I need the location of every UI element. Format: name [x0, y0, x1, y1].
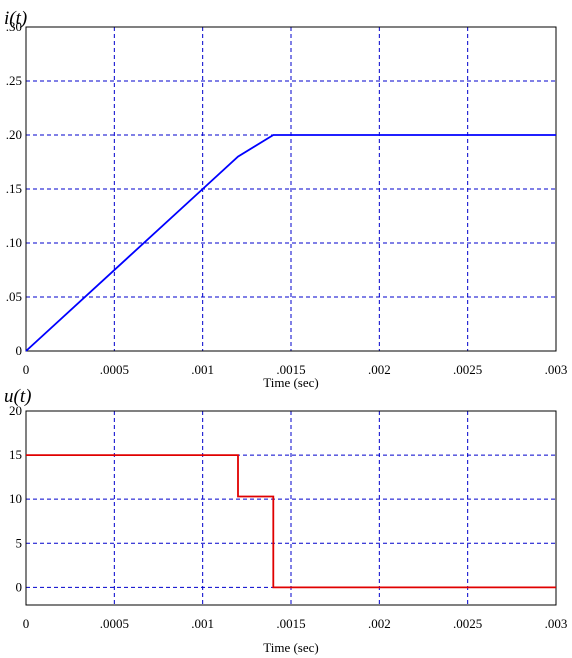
- y-tick-label: .10: [6, 235, 22, 250]
- plot-frame: [25, 410, 557, 606]
- y-tick-label: .20: [6, 127, 22, 142]
- series-line: [26, 454, 556, 589]
- y-tick-label: .15: [6, 181, 22, 196]
- x-tick-label: .0015: [276, 362, 305, 377]
- x-tick-label: .0025: [453, 362, 482, 377]
- x-tick-label: .001: [191, 616, 214, 631]
- x-tick-label: .0015: [276, 616, 305, 631]
- x-tick-label: .0025: [453, 616, 482, 631]
- y-tick-label: 0: [16, 343, 23, 358]
- y-tick-label: 5: [16, 535, 23, 550]
- y-tick-label: 10: [9, 491, 22, 506]
- plot-frame: [25, 26, 557, 352]
- x-tick-label: .002: [368, 616, 391, 631]
- x-tick-label: .0005: [100, 616, 129, 631]
- x-axis-label: Time (sec): [263, 375, 319, 390]
- plot-title: i(t): [4, 8, 27, 29]
- y-tick-label: 20: [9, 403, 22, 418]
- y-tick-label: .25: [6, 73, 22, 88]
- x-axis-label: Time (sec): [263, 640, 319, 655]
- y-tick-label: .30: [6, 19, 22, 34]
- x-tick-label: 0: [23, 362, 30, 377]
- plot-u-t: 0 .0005 .001 .0015 .002 .0025 .003 0 5 10 15 20 Time…: [4, 386, 567, 655]
- y-tick-label: .05: [6, 289, 22, 304]
- x-tick-label: .003: [545, 362, 568, 377]
- y-tick-label: 15: [9, 447, 22, 462]
- y-tick-label: 0: [16, 579, 23, 594]
- plot-title: u(t): [4, 386, 31, 407]
- series-line: [25, 134, 556, 352]
- x-tick-label: .003: [545, 616, 568, 631]
- x-tick-label: .002: [368, 362, 391, 377]
- plot-i-t: 0 .0005 .001 .0015 .002 .0025 .003 0 .05 .10 .15 .2…: [4, 8, 567, 390]
- x-tick-label: 0: [23, 616, 30, 631]
- x-tick-label: .0005: [100, 362, 129, 377]
- x-tick-label: .001: [191, 362, 214, 377]
